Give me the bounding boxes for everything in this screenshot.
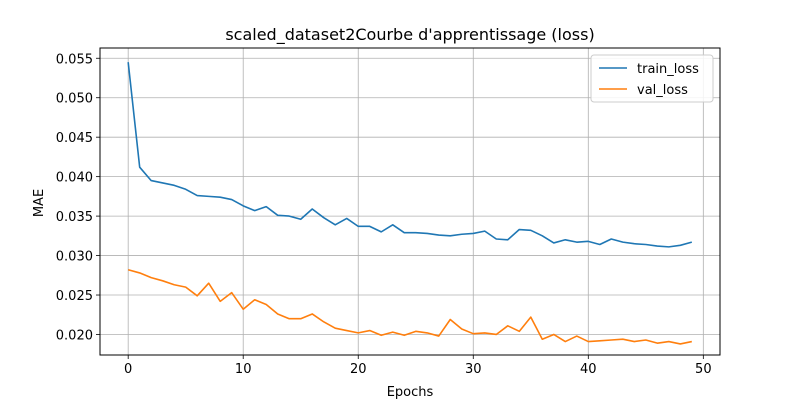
x-tick-label: 40 (580, 362, 597, 377)
plot-frame (99, 47, 721, 356)
legend: train_loss val_loss (590, 54, 714, 103)
x-axis-label: Epochs (387, 385, 434, 400)
x-tick-label: 10 (235, 362, 252, 377)
x-tick-label: 0 (124, 362, 132, 377)
legend-label-val-loss: val_loss (637, 83, 688, 98)
grid (100, 48, 720, 355)
axis-ticks: 0 10 20 30 40 50 0.020 0.025 0.030 0.035 0.040 0.04… (56, 52, 712, 377)
y-tick-label: 0.020 (56, 328, 93, 343)
chart-title: scaled_dataset2Courbe d'apprentissage (l… (225, 25, 594, 45)
legend-box (590, 54, 714, 103)
series-lines (127, 62, 693, 345)
y-tick-label: 0.055 (56, 52, 93, 67)
y-axis-label: MAE (32, 189, 47, 217)
series-line-val-loss (127, 268, 692, 345)
y-tick-label: 0.045 (56, 131, 93, 146)
y-tick-label: 0.030 (56, 250, 93, 265)
y-tick-label: 0.035 (56, 210, 93, 225)
y-tick-label: 0.025 (56, 289, 93, 304)
x-tick-label: 50 (695, 362, 712, 377)
x-tick-label: 20 (350, 362, 367, 377)
legend-label-train-loss: train_loss (637, 62, 699, 77)
y-tick-label: 0.040 (56, 171, 93, 186)
series-line-train-loss (127, 62, 693, 248)
y-tick-label: 0.050 (56, 92, 93, 107)
x-tick-label: 30 (465, 362, 482, 377)
